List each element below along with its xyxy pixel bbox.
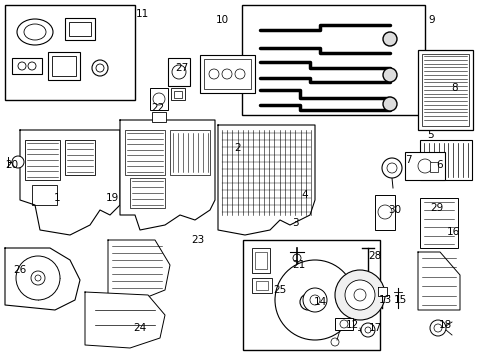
- Bar: [256, 281, 267, 290]
- Text: 27: 27: [175, 63, 188, 73]
- Bar: [404, 152, 444, 180]
- Ellipse shape: [17, 19, 53, 45]
- Text: 7: 7: [404, 155, 410, 165]
- Polygon shape: [417, 252, 459, 310]
- Text: 25: 25: [273, 285, 286, 295]
- Bar: [170, 130, 209, 175]
- Bar: [130, 178, 164, 208]
- Bar: [419, 198, 457, 248]
- Bar: [25, 140, 60, 180]
- Text: 18: 18: [437, 320, 451, 330]
- Bar: [429, 162, 437, 172]
- Text: 24: 24: [133, 323, 146, 333]
- Polygon shape: [85, 292, 164, 348]
- Text: 23: 23: [191, 235, 204, 245]
- Circle shape: [274, 260, 354, 340]
- Text: 16: 16: [446, 227, 459, 237]
- Circle shape: [382, 68, 396, 82]
- Bar: [242, 5, 424, 115]
- Circle shape: [16, 256, 60, 300]
- Text: 14: 14: [313, 297, 326, 307]
- Text: 9: 9: [428, 15, 434, 25]
- Text: 22: 22: [151, 103, 164, 113]
- Bar: [150, 88, 168, 110]
- Text: 5: 5: [426, 130, 432, 140]
- Bar: [52, 56, 76, 76]
- Text: 30: 30: [387, 205, 401, 215]
- Text: 20: 20: [5, 160, 19, 170]
- Bar: [5, 5, 135, 100]
- Text: 12: 12: [345, 320, 358, 330]
- Bar: [254, 252, 266, 269]
- Bar: [125, 130, 164, 175]
- Circle shape: [303, 288, 326, 312]
- Bar: [32, 185, 57, 205]
- Bar: [69, 22, 91, 36]
- Text: 10: 10: [215, 15, 228, 25]
- Circle shape: [299, 294, 315, 310]
- Bar: [174, 91, 182, 98]
- Text: 13: 13: [378, 295, 391, 305]
- Bar: [171, 88, 184, 100]
- Polygon shape: [377, 287, 386, 296]
- Circle shape: [382, 97, 396, 111]
- Text: 3: 3: [291, 218, 298, 228]
- Circle shape: [12, 156, 24, 168]
- Text: 6: 6: [436, 160, 443, 170]
- Circle shape: [31, 271, 45, 285]
- Text: 21: 21: [292, 260, 305, 270]
- Bar: [421, 54, 468, 126]
- Bar: [168, 58, 190, 86]
- Polygon shape: [218, 125, 314, 235]
- Bar: [251, 248, 269, 273]
- Text: 2: 2: [234, 143, 241, 153]
- Text: 15: 15: [392, 295, 406, 305]
- Bar: [65, 140, 95, 175]
- Text: 19: 19: [105, 193, 119, 203]
- Text: 17: 17: [367, 323, 381, 333]
- Text: 11: 11: [135, 9, 148, 19]
- Circle shape: [429, 320, 445, 336]
- Bar: [251, 278, 271, 293]
- Circle shape: [334, 270, 384, 320]
- Circle shape: [382, 32, 396, 46]
- Text: 4: 4: [301, 190, 307, 200]
- Bar: [419, 140, 471, 180]
- Bar: [374, 195, 394, 230]
- Circle shape: [92, 60, 108, 76]
- Text: 29: 29: [429, 203, 443, 213]
- Circle shape: [360, 323, 374, 337]
- Circle shape: [381, 158, 401, 178]
- Text: 28: 28: [367, 251, 381, 261]
- Polygon shape: [120, 120, 215, 230]
- Circle shape: [345, 280, 374, 310]
- Bar: [203, 59, 250, 89]
- Text: 1: 1: [54, 193, 60, 203]
- Bar: [48, 52, 80, 80]
- Bar: [417, 50, 472, 130]
- Polygon shape: [5, 248, 80, 310]
- Bar: [152, 112, 165, 122]
- Bar: [65, 18, 95, 40]
- Bar: [334, 318, 352, 330]
- Bar: [243, 240, 379, 350]
- Polygon shape: [108, 240, 170, 300]
- Text: 8: 8: [451, 83, 457, 93]
- Bar: [12, 58, 42, 74]
- Polygon shape: [20, 130, 120, 235]
- Text: 26: 26: [13, 265, 26, 275]
- Bar: [200, 55, 254, 93]
